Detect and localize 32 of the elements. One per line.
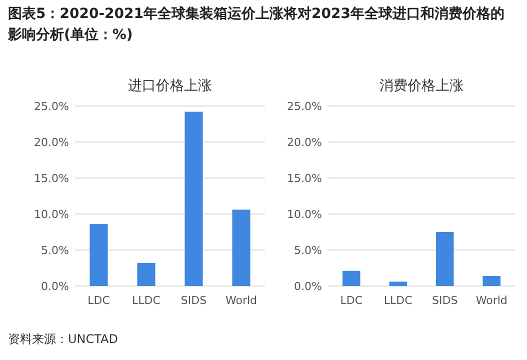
- y-tick-label: 0.0%: [41, 280, 69, 293]
- y-tick-label: 15.0%: [34, 172, 69, 185]
- text: 资料来源：UNCTAD: [8, 331, 118, 348]
- x-tick-label: SIDS: [180, 294, 207, 307]
- y-tick-label: 25.0%: [34, 100, 69, 113]
- bar: [436, 232, 454, 286]
- x-tick-label: SIDS: [432, 294, 458, 307]
- x-tick-label: LLDC: [384, 294, 413, 307]
- x-tick-label: World: [225, 294, 258, 307]
- text: 图表5：2020-2021年全球集装箱运价上涨将对2023年全球进口和消费价格的影响分析(单位：%): [8, 5, 506, 45]
- y-tick-label: 5.0%: [294, 244, 322, 257]
- x-tick-label: LDC: [88, 294, 110, 307]
- y-tick-label: 15.0%: [287, 172, 322, 185]
- x-tick-label: LLDC: [132, 294, 161, 307]
- bar: [342, 270, 360, 286]
- bar: [184, 112, 203, 286]
- bar: [232, 210, 250, 286]
- x-tick-label: LDC: [340, 294, 363, 307]
- bar: [90, 224, 108, 286]
- y-tick-label: 5.0%: [41, 244, 69, 257]
- y-tick-label: 20.0%: [287, 136, 322, 149]
- bar: [137, 262, 156, 286]
- bar: [482, 276, 501, 286]
- y-tick-label: 25.0%: [287, 100, 322, 113]
- bar: [389, 282, 408, 286]
- y-tick-label: 10.0%: [287, 208, 322, 221]
- y-tick-label: 0.0%: [294, 280, 322, 293]
- y-tick-label: 10.0%: [34, 208, 69, 221]
- x-tick-label: World: [476, 294, 508, 307]
- chart-title: 进口价格上涨: [128, 78, 212, 94]
- chart-title: 消费价格上涨: [380, 78, 464, 94]
- y-tick-label: 20.0%: [34, 136, 69, 149]
